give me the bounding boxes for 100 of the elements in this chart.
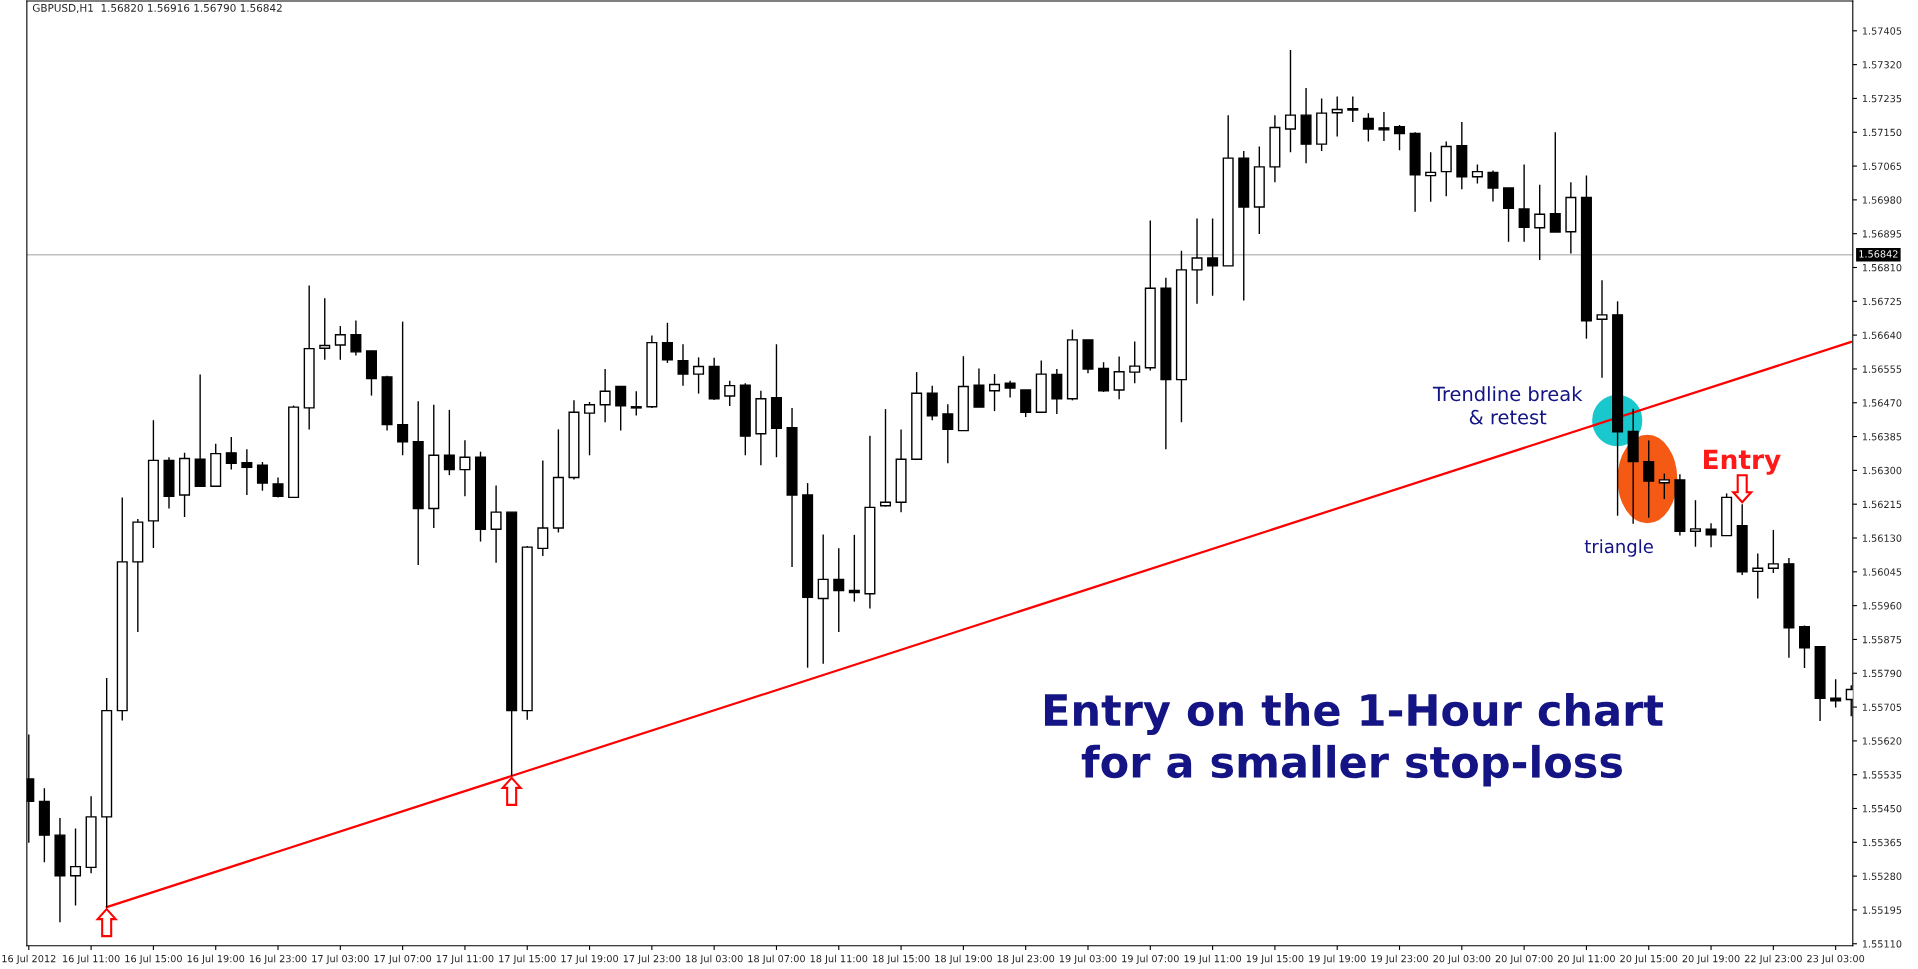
candlestick	[1658, 472, 1670, 500]
y-tick-label: 1.56725	[1862, 297, 1902, 306]
candlestick	[1284, 49, 1297, 153]
y-tick-label: 1.57320	[1862, 61, 1902, 69]
candlestick	[537, 459, 549, 557]
candlestick	[1596, 279, 1608, 379]
candlestick	[630, 390, 642, 417]
y-tick-label: 1.56470	[1862, 399, 1902, 407]
chart-title: GBPUSD,H1 1.56820 1.56916 1.56790 1.56842	[32, 3, 282, 13]
x-tick-label: 18 Jul 11:00	[810, 954, 868, 965]
x-tick-label: 22 Jul 23:00	[1744, 954, 1802, 965]
x-tick-label: 16 Jul 23:00	[249, 954, 307, 965]
y-tick-label: 1.56640	[1862, 331, 1902, 339]
candlestick	[1503, 187, 1515, 243]
y-tick-label: 1.56215	[1862, 500, 1902, 509]
annotation: Entry	[1704, 449, 1781, 475]
candlestick	[490, 484, 502, 564]
candlestick	[225, 436, 237, 471]
x-tick-label: 17 Jul 15:00	[499, 954, 556, 965]
x-tick-label: 18 Jul 23:00	[997, 954, 1055, 965]
x-tick-label: 19 Jul 11:00	[1184, 954, 1242, 965]
candlestick	[1362, 112, 1374, 143]
candlestick	[1518, 163, 1530, 243]
y-tick-label: 1.55535	[1862, 771, 1902, 779]
candlestick	[677, 343, 689, 387]
candlestick	[350, 319, 362, 357]
x-tick-label: 17 Jul 19:00	[561, 954, 619, 965]
annotation: Entry on the 1-Hour chart for a smaller stop-loss	[1044, 693, 1663, 787]
candlestick	[1767, 529, 1779, 574]
x-tick-label: 19 Jul 03:00	[1059, 954, 1117, 965]
y-tick-label: 1.55195	[1862, 906, 1902, 914]
y-tick-label: 1.57405	[1862, 27, 1902, 35]
ref-line-label: 1.56842	[1859, 250, 1898, 258]
x-tick-label: 20 Jul 15:00	[1620, 954, 1678, 965]
y-tick-label: 1.55705	[1862, 703, 1902, 711]
x-tick-label: 18 Jul 19:00	[935, 954, 992, 965]
candlestick	[848, 534, 860, 603]
x-tick-label: 16 Jul 15:00	[125, 954, 182, 965]
candlestick	[1191, 217, 1203, 305]
candlestick	[1705, 522, 1717, 548]
x-tick-label: 20 Jul 19:00	[1682, 954, 1740, 965]
x-tick-label: 17 Jul 23:00	[623, 954, 681, 965]
annotation: triangle	[1584, 539, 1653, 557]
x-tick-label: 18 Jul 03:00	[686, 954, 743, 965]
candlestick	[70, 827, 82, 907]
y-tick-label: 1.56980	[1862, 196, 1902, 204]
x-tick-label: 17 Jul 11:00	[436, 954, 494, 965]
x-tick-label: 20 Jul 03:00	[1433, 954, 1491, 965]
candlestick	[334, 325, 346, 361]
y-tick-label: 1.56810	[1862, 263, 1902, 272]
y-tick-label: 1.55960	[1862, 602, 1902, 610]
candlestick	[661, 322, 673, 364]
candlestick	[1643, 439, 1655, 519]
y-tick-label: 1.55620	[1862, 737, 1902, 745]
x-tick-label: 17 Jul 03:00	[312, 954, 369, 965]
y-tick-label: 1.55110	[1862, 940, 1902, 948]
candlestick	[1331, 95, 1343, 138]
candlestick	[1549, 131, 1561, 233]
x-tick-label: 19 Jul 07:00	[1122, 954, 1179, 965]
y-tick-label: 1.55365	[1862, 838, 1902, 847]
x-tick-label: 18 Jul 07:00	[748, 954, 805, 965]
candlestick	[817, 533, 829, 665]
candlestick	[1347, 95, 1359, 123]
candlestick	[241, 448, 253, 496]
x-tick-label: 23 Jul 03:00	[1807, 954, 1865, 965]
candlestick	[397, 320, 409, 456]
x-tick-label: 19 Jul 19:00	[1309, 954, 1366, 965]
candlestick	[1098, 361, 1110, 393]
candlestick	[615, 385, 627, 432]
x-tick-label: 20 Jul 07:00	[1495, 954, 1553, 965]
y-tick-label: 1.55875	[1862, 635, 1902, 644]
candlestick	[1004, 380, 1016, 399]
candlestick	[973, 367, 985, 408]
y-tick-label: 1.55450	[1862, 804, 1902, 813]
x-tick-label: 16 Jul 2012	[2, 954, 56, 965]
x-tick-label: 17 Jul 07:00	[374, 954, 432, 965]
x-tick-label: 16 Jul 11:00	[63, 954, 120, 965]
candlestick	[926, 384, 938, 421]
candlestick	[1689, 499, 1701, 548]
candlestick	[1393, 124, 1406, 151]
candlestick	[724, 380, 736, 407]
candlestick	[459, 439, 471, 497]
y-tick-label: 1.55790	[1862, 669, 1902, 678]
candlestick	[1425, 151, 1437, 203]
candlestick	[942, 403, 954, 464]
candlestick	[1207, 217, 1219, 297]
candlestick	[319, 297, 331, 361]
y-tick-label: 1.56385	[1862, 433, 1902, 441]
y-tick-label: 1.57065	[1862, 162, 1902, 170]
y-tick-label: 1.57150	[1862, 128, 1902, 137]
y-tick-label: 1.56300	[1862, 466, 1902, 475]
candlestick	[599, 368, 611, 423]
x-tick-label: 19 Jul 15:00	[1246, 954, 1304, 965]
y-tick-label: 1.56045	[1862, 568, 1902, 576]
y-tick-label: 1.57235	[1862, 94, 1902, 103]
candlestick	[989, 373, 1001, 412]
candlestick	[1113, 355, 1125, 400]
x-tick-label: 19 Jul 23:00	[1371, 954, 1429, 965]
candlestick	[256, 461, 268, 492]
candlestick	[1020, 389, 1032, 418]
